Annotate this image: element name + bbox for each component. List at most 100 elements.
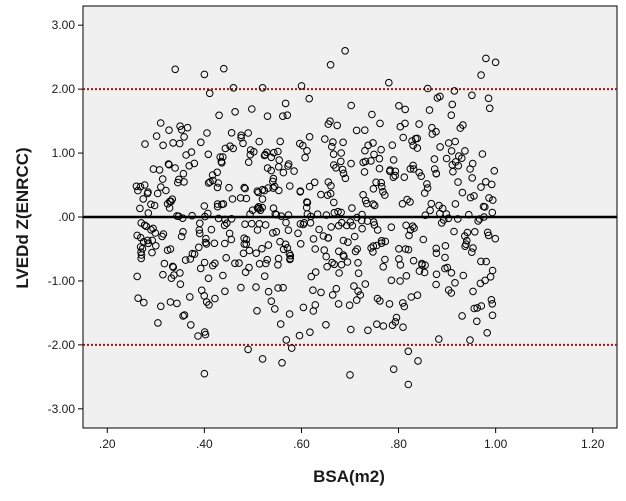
- data-point: [140, 221, 149, 229]
- data-point: [385, 78, 393, 87]
- data-point: [370, 150, 378, 159]
- data-point: [344, 238, 352, 246]
- data-point: [339, 251, 348, 259]
- data-point: [468, 91, 476, 100]
- data-point: [398, 200, 407, 208]
- data-point: [299, 303, 308, 312]
- data-point: [395, 102, 403, 110]
- data-point: [400, 173, 409, 181]
- data-point: [356, 291, 365, 299]
- data-point: [204, 150, 213, 159]
- data-point: [162, 186, 170, 195]
- data-point: [137, 254, 145, 263]
- data-point: [485, 194, 493, 202]
- data-point: [202, 240, 211, 248]
- data-point: [455, 152, 463, 160]
- data-point: [322, 321, 330, 329]
- data-point: [263, 164, 272, 172]
- data-point: [221, 287, 229, 296]
- data-point: [248, 206, 257, 214]
- data-point: [160, 259, 169, 268]
- data-point: [350, 282, 358, 290]
- data-point: [139, 195, 147, 203]
- y-tick-label: 3.00: [52, 18, 76, 32]
- data-point: [269, 184, 278, 192]
- data-point: [307, 212, 315, 221]
- data-point: [354, 269, 363, 278]
- data-point: [246, 210, 254, 218]
- data-point: [226, 142, 234, 150]
- data-point: [319, 232, 328, 240]
- data-point: [213, 200, 222, 208]
- data-point: [137, 251, 146, 259]
- data-point: [421, 211, 430, 219]
- data-point: [157, 302, 165, 311]
- data-point: [188, 211, 196, 220]
- data-point: [270, 148, 278, 157]
- data-point: [454, 178, 462, 186]
- data-point: [140, 181, 149, 189]
- data-point: [282, 218, 290, 227]
- data-point: [315, 225, 323, 234]
- data-point: [491, 234, 500, 243]
- data-point: [205, 301, 213, 309]
- data-point: [332, 164, 340, 172]
- data-point: [428, 130, 437, 138]
- data-point: [409, 141, 418, 150]
- data-point: [144, 209, 153, 217]
- data-point: [222, 253, 230, 262]
- data-point: [181, 256, 190, 264]
- data-point: [357, 216, 366, 225]
- data-point: [196, 219, 204, 228]
- data-point: [175, 139, 184, 148]
- data-point: [330, 208, 339, 217]
- data-point: [377, 239, 386, 247]
- data-point: [132, 182, 141, 191]
- data-point: [252, 249, 261, 257]
- data-point: [258, 84, 267, 92]
- data-point: [283, 244, 292, 252]
- data-point: [242, 194, 251, 203]
- data-point: [290, 167, 298, 175]
- data-point: [231, 259, 239, 268]
- data-point: [255, 220, 264, 228]
- data-point: [376, 297, 384, 305]
- data-point: [144, 239, 153, 248]
- data-point: [373, 294, 382, 303]
- data-point: [419, 235, 428, 244]
- data-point: [421, 261, 429, 270]
- x-tick-label: 1.00: [484, 437, 508, 451]
- data-point: [185, 162, 193, 170]
- data-point: [159, 230, 168, 238]
- data-point: [311, 268, 320, 276]
- data-point: [260, 272, 269, 281]
- data-point: [221, 239, 229, 248]
- data-point: [335, 247, 343, 256]
- data-point: [468, 248, 476, 256]
- data-point: [432, 169, 441, 178]
- data-point: [465, 210, 473, 219]
- data-point: [202, 234, 210, 243]
- data-point: [183, 123, 192, 132]
- data-point: [159, 270, 167, 279]
- data-point: [364, 326, 372, 335]
- data-point: [321, 135, 329, 143]
- x-tick-label: .80: [390, 437, 407, 451]
- data-point: [451, 137, 460, 146]
- data-point: [458, 312, 466, 320]
- data-point: [178, 214, 187, 222]
- data-point: [339, 138, 347, 147]
- data-point: [158, 175, 167, 183]
- data-point: [466, 193, 475, 202]
- data-point: [203, 129, 211, 137]
- data-point: [239, 139, 247, 148]
- data-point: [303, 198, 311, 206]
- data-point: [186, 293, 194, 301]
- data-point: [307, 272, 316, 281]
- data-point: [473, 304, 482, 312]
- data-point: [269, 174, 278, 183]
- data-point: [306, 328, 314, 337]
- data-point: [188, 249, 197, 258]
- y-tick-label: -1.00: [48, 274, 76, 288]
- data-point: [454, 215, 462, 223]
